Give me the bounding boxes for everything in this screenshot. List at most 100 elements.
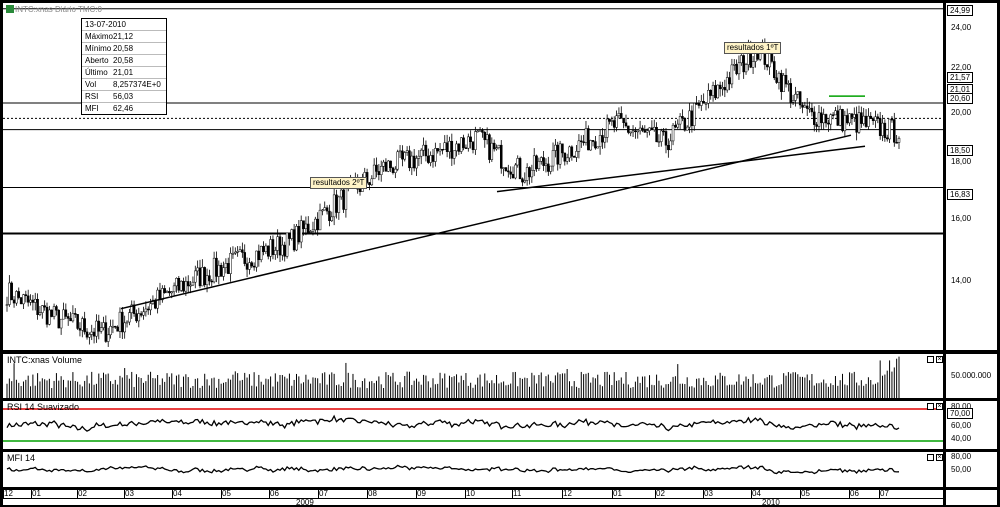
price-candle	[716, 84, 720, 99]
price-candle	[161, 288, 164, 301]
price-candle	[391, 167, 395, 173]
price-candle	[377, 171, 381, 176]
month-separator	[416, 490, 417, 498]
price-candle	[142, 311, 145, 316]
support-trendline-long	[120, 134, 852, 310]
price-candle	[448, 140, 451, 152]
price-tick-label: 24,00	[951, 23, 972, 32]
price-candle	[17, 291, 21, 298]
price-candle	[234, 251, 237, 254]
price-candle	[8, 282, 11, 305]
price-candle	[99, 327, 103, 332]
price-candle	[787, 83, 790, 85]
price-candle	[90, 331, 93, 335]
month-separator	[751, 490, 752, 498]
price-candle	[429, 155, 432, 163]
price-candle	[843, 115, 847, 132]
price-tick-label: 21,57	[947, 72, 974, 83]
month-separator	[269, 490, 270, 498]
month-separator	[655, 490, 656, 498]
price-candle	[561, 143, 564, 154]
price-candle	[262, 246, 265, 252]
price-candle	[692, 103, 696, 126]
time-axis	[2, 489, 944, 506]
price-candle	[664, 131, 668, 146]
month-separator	[3, 490, 4, 498]
mfi-tick-label: 50,00	[951, 465, 972, 474]
price-candle	[643, 130, 647, 133]
price-candle	[636, 130, 640, 133]
rsi-plot	[3, 408, 943, 442]
price-candle	[733, 64, 736, 66]
price-candle	[516, 158, 519, 166]
month-tick-label: 05	[801, 489, 810, 498]
price-candle	[276, 236, 279, 251]
price-candle	[445, 142, 449, 152]
price-candle	[881, 122, 884, 136]
price-candle	[721, 87, 724, 90]
price-candle	[730, 64, 734, 85]
price-candle	[492, 142, 496, 150]
price-candle	[219, 264, 223, 277]
mfi-panel-maximize-button[interactable]	[927, 454, 934, 461]
price-candle	[627, 125, 630, 133]
price-candle	[69, 318, 72, 322]
price-candle	[572, 156, 576, 158]
info-key: Aberto	[85, 56, 109, 65]
mfi-axis	[945, 451, 998, 488]
price-candle	[707, 90, 710, 104]
price-candle	[511, 174, 515, 179]
price-tick-label: 18,00	[951, 157, 972, 166]
price-candle	[681, 116, 684, 119]
month-tick-label: 02	[78, 489, 87, 498]
price-tick-label: 20,00	[951, 108, 972, 117]
price-candle	[186, 281, 190, 287]
month-tick-label: 03	[125, 489, 134, 498]
price-candle	[78, 328, 82, 331]
price-candle	[382, 161, 385, 167]
price-candle	[295, 226, 298, 251]
price-candle	[33, 298, 37, 303]
month-tick-label: 06	[270, 489, 279, 498]
price-candle	[257, 250, 261, 261]
month-separator	[703, 490, 704, 498]
rsi-panel-close-button[interactable]: ×	[936, 403, 943, 410]
price-candle	[12, 299, 16, 304]
price-candle	[5, 304, 9, 306]
price-candle	[19, 297, 23, 305]
price-candle	[116, 326, 119, 332]
mfi-panel-close-button[interactable]: ×	[936, 454, 943, 461]
price-candle	[226, 263, 230, 274]
rsi-panel-maximize-button[interactable]	[927, 403, 934, 410]
price-candle	[285, 232, 289, 257]
info-row: MFI 62,46	[82, 102, 166, 114]
month-separator	[172, 490, 173, 498]
price-candle	[179, 280, 183, 291]
price-candle	[135, 313, 138, 322]
price-candle	[264, 245, 268, 252]
price-candle	[744, 64, 748, 73]
price-candle	[398, 150, 402, 153]
price-candle	[170, 291, 173, 294]
price-tick-label: 18,50	[947, 145, 974, 156]
price-candle	[580, 140, 583, 143]
info-box: 13-07-2010 Máximo 21,12 Mínimo 20,58 Aberto 20…	[81, 18, 167, 115]
price-candle	[871, 118, 875, 121]
price-candle	[610, 120, 614, 122]
price-candle	[855, 114, 858, 133]
price-candle	[467, 136, 470, 149]
price-candle	[700, 101, 703, 106]
volume-panel-close-button[interactable]: ×	[936, 356, 943, 363]
info-row: 13-07-2010	[82, 19, 166, 30]
info-value: 8,257374E+0	[113, 80, 161, 89]
info-value: 62,46	[113, 104, 134, 113]
volume-panel-maximize-button[interactable]	[927, 356, 934, 363]
price-candle	[125, 321, 129, 324]
price-candle	[773, 61, 776, 79]
price-candle	[149, 303, 152, 311]
price-candle	[803, 105, 807, 108]
price-candle	[95, 320, 98, 337]
price-candle	[55, 306, 58, 311]
price-candle	[438, 148, 442, 152]
price-candle	[48, 309, 51, 325]
